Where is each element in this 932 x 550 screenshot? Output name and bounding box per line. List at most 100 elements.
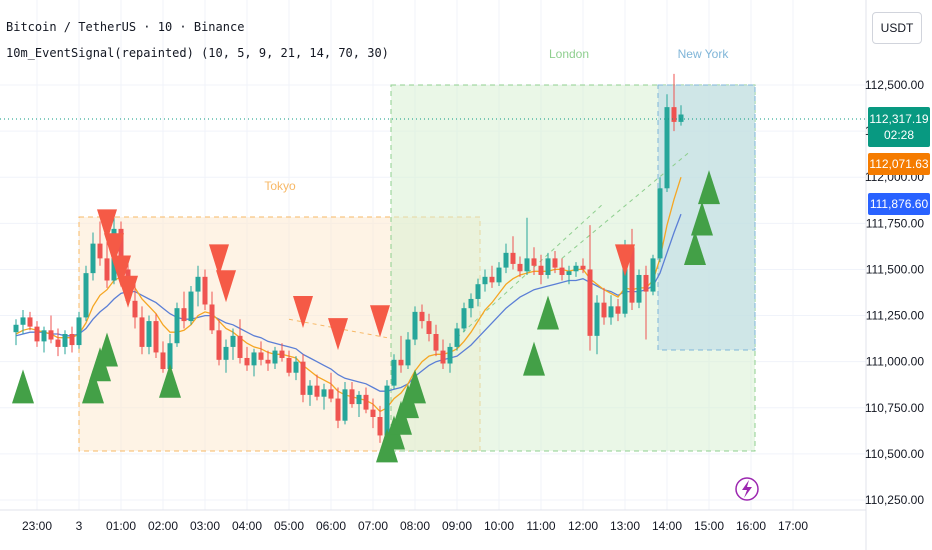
candle-body xyxy=(300,361,306,395)
candle xyxy=(195,265,201,307)
candle xyxy=(160,341,166,373)
candle-body xyxy=(370,409,376,417)
candle-body xyxy=(552,258,558,268)
currency-button[interactable]: USDT xyxy=(872,12,922,44)
candle xyxy=(202,269,208,311)
candle-body xyxy=(398,359,404,366)
candle xyxy=(356,391,362,417)
candle-body xyxy=(643,274,649,292)
time-axis[interactable]: 23:00 3 01:00 02:00 03:00 04:00 05:00 06:00 07:0… xyxy=(0,509,866,533)
session-label-london: London xyxy=(549,47,589,61)
candle-body xyxy=(559,267,565,275)
candle-body xyxy=(622,247,628,314)
candle-body xyxy=(160,352,166,370)
time-tick-label: 13:00 xyxy=(610,519,640,533)
candle xyxy=(76,311,82,349)
candle-body xyxy=(307,385,313,395)
buy-signal xyxy=(523,341,545,376)
price-tick-label: 112,500.00 xyxy=(865,78,924,92)
price-tick-label: 111,250.00 xyxy=(866,309,925,323)
candle-body xyxy=(202,276,208,305)
indicator-title[interactable]: 10m_EventSignal(repainted) (10, 5, 9, 21… xyxy=(6,46,389,60)
sell-signal xyxy=(370,305,390,338)
time-tick-label: 17:00 xyxy=(778,519,808,533)
candles xyxy=(13,73,684,443)
candle xyxy=(272,346,278,370)
candle xyxy=(559,258,565,281)
candle-body xyxy=(104,258,110,281)
candle-body xyxy=(503,252,509,268)
sell-signal xyxy=(209,244,229,277)
time-tick-label: 01:00 xyxy=(106,519,136,533)
price-tick-label: 110,250.00 xyxy=(865,493,924,507)
candle-body xyxy=(314,385,320,397)
candle-body xyxy=(132,300,138,318)
time-tick-label: 02:00 xyxy=(148,519,178,533)
price-axis[interactable]: 112,500.00112,250.00112,000.00111,750.00… xyxy=(865,0,924,550)
candle-body xyxy=(475,284,481,299)
candle xyxy=(104,241,110,288)
candle xyxy=(132,276,138,329)
candle-body xyxy=(237,335,243,358)
candle xyxy=(216,319,222,366)
candle xyxy=(48,315,54,344)
candle-body xyxy=(13,324,19,333)
candle-body xyxy=(377,417,383,436)
time-tick-label: 06:00 xyxy=(316,519,346,533)
candle xyxy=(307,380,313,406)
candle xyxy=(433,324,439,357)
candle xyxy=(650,254,656,296)
candle-body xyxy=(566,271,572,275)
candle-body xyxy=(419,311,425,322)
lightning-icon[interactable] xyxy=(735,477,759,501)
sell-signal xyxy=(97,209,117,242)
candle xyxy=(41,326,47,353)
candle xyxy=(83,265,89,322)
candle-body xyxy=(545,258,551,275)
candle xyxy=(265,350,271,371)
candle-body xyxy=(90,243,96,274)
candle xyxy=(363,387,369,414)
candle xyxy=(545,252,551,279)
candle-body xyxy=(461,308,467,329)
candle-body xyxy=(167,343,173,370)
candle xyxy=(279,343,285,362)
candle-body xyxy=(678,114,684,122)
candle xyxy=(636,269,642,309)
candle-body xyxy=(517,263,523,272)
price-tick-label: 110,500.00 xyxy=(865,447,924,461)
candle xyxy=(657,177,663,263)
candle xyxy=(223,339,229,373)
ma-fast-tag: 112,071.63 xyxy=(868,153,930,175)
candle-body xyxy=(118,228,124,270)
candle xyxy=(391,354,397,390)
candle xyxy=(286,350,292,377)
candle-body xyxy=(587,269,593,336)
candle xyxy=(237,319,243,364)
candle-body xyxy=(48,330,54,340)
candle-body xyxy=(62,334,68,347)
candle-body xyxy=(363,394,369,410)
candle xyxy=(608,295,614,325)
last-price-value: 112,317.19 xyxy=(869,112,929,126)
candle-body xyxy=(293,361,299,373)
candle-body xyxy=(657,188,663,259)
sell-signal xyxy=(104,233,124,266)
sell-signal xyxy=(111,255,131,288)
symbol-title[interactable]: Bitcoin / TetherUS · 10 · Binance xyxy=(6,20,245,34)
candle xyxy=(20,310,26,334)
buy-signal xyxy=(684,231,706,265)
candle-body xyxy=(223,346,229,360)
price-tick-label: 111,000.00 xyxy=(866,355,925,369)
session-label-new-york: New York xyxy=(678,47,730,61)
sell-signal xyxy=(216,270,236,303)
candle-body xyxy=(426,321,432,334)
buy-signal xyxy=(82,369,104,404)
candle xyxy=(328,372,334,403)
candle-body xyxy=(664,107,670,189)
candle xyxy=(153,313,159,358)
candle-body xyxy=(146,321,152,347)
candle-body xyxy=(209,304,215,331)
candle xyxy=(580,258,586,274)
